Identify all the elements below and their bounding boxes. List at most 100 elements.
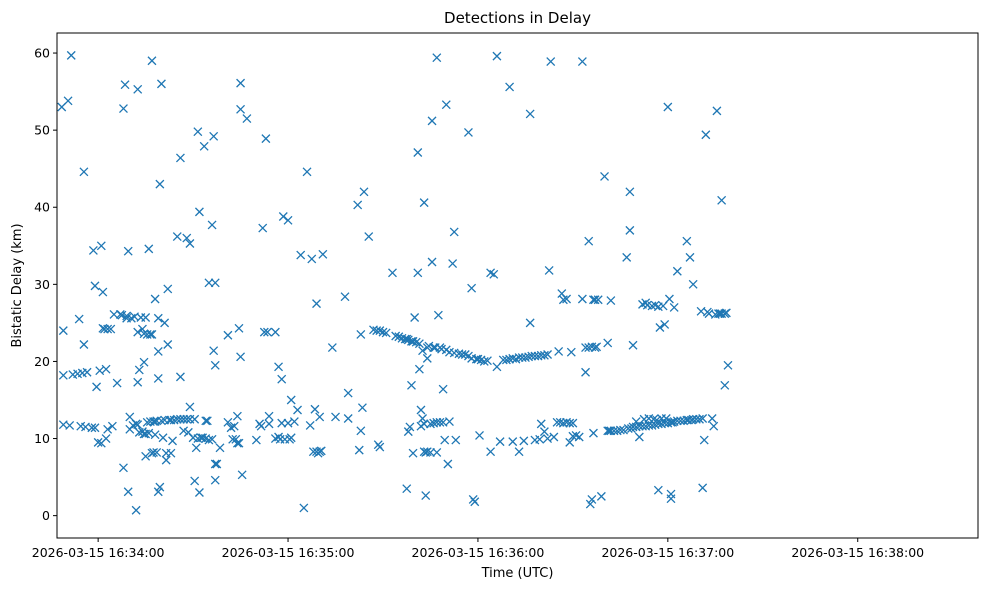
data-point-0-402 — [664, 294, 674, 304]
data-point-0-270 — [448, 259, 458, 268]
data-point-0-278 — [463, 127, 473, 137]
data-point-0-140 — [212, 459, 222, 469]
data-point-0-298 — [505, 82, 515, 92]
data-point-0-426 — [701, 130, 711, 140]
data-point-0-314 — [535, 434, 545, 444]
data-point-0-282 — [470, 497, 480, 507]
data-point-0-120 — [193, 127, 203, 137]
data-point-0-122 — [194, 488, 204, 497]
y-tick-label-1: 10 — [34, 431, 50, 446]
data-point-0-250 — [427, 257, 437, 267]
data-point-0-414 — [682, 236, 692, 246]
data-point-0-272 — [449, 227, 459, 237]
data-point-0-153 — [236, 78, 246, 88]
data-point-0-31 — [103, 324, 113, 334]
data-point-0-354 — [596, 491, 606, 501]
data-point-0-355 — [600, 171, 609, 181]
data-point-0-328 — [558, 418, 568, 428]
data-point-0-90 — [156, 416, 166, 426]
data-point-0-65 — [141, 429, 151, 439]
data-point-0-109 — [179, 414, 189, 424]
data-point-0-226 — [407, 380, 416, 390]
data-point-0-366 — [623, 424, 633, 433]
data-point-0-224 — [405, 422, 415, 432]
data-point-0-430 — [709, 421, 719, 431]
data-point-0-325 — [554, 346, 564, 356]
data-point-0-79 — [150, 430, 160, 440]
data-point-0-119 — [191, 443, 201, 453]
data-point-0-156 — [242, 114, 252, 124]
y-axis-label: Bistatic Delay (km) — [10, 223, 25, 347]
data-point-0-148 — [232, 438, 242, 448]
data-point-0-201 — [353, 200, 363, 210]
data-point-0-157 — [251, 435, 261, 445]
data-point-0-199 — [343, 414, 353, 423]
data-point-0-55 — [133, 84, 143, 94]
data-point-0-359 — [606, 296, 616, 305]
data-point-0-165 — [264, 411, 274, 421]
data-point-0-136 — [210, 360, 220, 370]
data-point-0-429 — [707, 414, 717, 423]
data-point-0-151 — [234, 438, 244, 448]
data-point-0-258 — [433, 310, 443, 320]
data-point-0-232 — [413, 148, 423, 157]
data-point-0-212 — [375, 442, 385, 452]
data-point-0-190 — [312, 299, 321, 309]
data-point-0-83 — [153, 346, 163, 356]
data-point-0-88 — [155, 482, 165, 492]
data-point-0-44 — [123, 246, 133, 256]
data-point-0-160 — [258, 223, 268, 233]
data-point-0-111 — [182, 414, 192, 424]
data-point-0-23 — [96, 241, 106, 251]
data-point-0-5 — [65, 420, 75, 430]
data-point-0-398 — [660, 319, 670, 329]
data-point-0-316 — [536, 419, 546, 429]
data-point-0-42 — [122, 311, 132, 321]
data-point-0-172 — [277, 418, 287, 428]
y-tick-label-5: 50 — [34, 123, 50, 138]
data-point-0-238 — [418, 414, 428, 423]
data-point-0-246 — [422, 353, 432, 363]
data-point-0-53 — [133, 377, 143, 387]
data-point-0-438 — [720, 380, 730, 390]
data-point-0-141 — [215, 443, 225, 453]
data-point-0-43 — [123, 487, 133, 497]
data-point-0-331 — [562, 294, 572, 304]
y-tick-label-6: 60 — [34, 46, 50, 61]
data-point-0-105 — [175, 153, 185, 163]
data-point-0-228 — [408, 336, 418, 346]
data-point-0-251 — [427, 116, 437, 126]
data-point-0-66 — [141, 313, 151, 322]
data-point-0-28 — [101, 364, 111, 374]
data-point-0-143 — [223, 417, 233, 427]
data-point-0-129 — [202, 416, 212, 426]
data-point-0-253 — [429, 343, 439, 353]
data-point-0-150 — [234, 323, 244, 333]
data-point-0-206 — [359, 187, 369, 197]
data-point-0-183 — [299, 503, 309, 513]
data-point-0-347 — [587, 494, 597, 504]
data-point-0-229 — [410, 313, 420, 322]
data-point-0-243 — [421, 491, 431, 501]
data-point-0-126 — [199, 141, 209, 151]
data-point-0-367 — [625, 225, 635, 235]
data-point-0-186 — [307, 254, 317, 264]
data-point-0-196 — [327, 343, 337, 353]
data-point-0-259 — [435, 417, 445, 427]
data-point-0-290 — [486, 447, 496, 457]
data-point-0-16 — [87, 423, 97, 433]
data-point-0-137 — [210, 475, 220, 485]
data-point-0-195 — [318, 249, 328, 259]
data-point-0-356 — [603, 426, 613, 436]
data-point-0-204 — [356, 329, 366, 339]
data-point-0-363 — [615, 425, 625, 435]
data-point-0-169 — [274, 362, 284, 372]
data-point-0-364 — [619, 425, 628, 435]
data-point-0-418 — [688, 279, 698, 289]
data-point-0-75 — [147, 329, 157, 339]
data-point-0-78 — [150, 294, 160, 304]
data-point-0-77 — [149, 447, 158, 457]
data-point-0-239 — [419, 419, 429, 429]
data-point-0-138 — [210, 278, 220, 288]
data-point-0-192 — [315, 412, 325, 422]
